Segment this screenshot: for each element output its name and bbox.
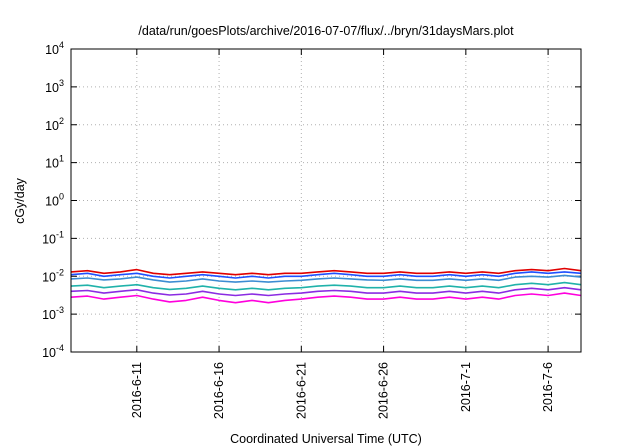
y-tick-base: 10 bbox=[42, 308, 56, 322]
x-tick-label: 2016-6-21 bbox=[294, 362, 308, 419]
y-tick-label: 101 bbox=[45, 154, 64, 171]
x-tick-labels: 2016-6-11 2016-6-16 2016-6-21 2016-6-26 2016… bbox=[130, 362, 555, 419]
series-group bbox=[70, 267, 582, 304]
y-tick-base: 10 bbox=[45, 195, 59, 209]
y-tick-exponent: 4 bbox=[59, 40, 64, 50]
y-tick-label: 103 bbox=[45, 78, 64, 95]
x-tick-label: 2016-6-16 bbox=[212, 362, 226, 419]
y-tick-base: 10 bbox=[42, 346, 56, 360]
series-line-5 bbox=[70, 286, 582, 297]
x-axis-label: Coordinated Universal Time (UTC) bbox=[230, 432, 422, 446]
y-tick-label: 10-3 bbox=[42, 305, 64, 322]
plot-frame bbox=[70, 48, 582, 353]
y-tick-exponent: 2 bbox=[59, 116, 64, 126]
y-tick-exponent: 0 bbox=[59, 192, 64, 202]
x-tick-label: 2016-6-11 bbox=[130, 362, 144, 418]
x-tick-label: 2016-7-6 bbox=[541, 362, 555, 412]
series-line-1 bbox=[70, 267, 582, 276]
series-line-3 bbox=[70, 274, 582, 283]
y-tick-label: 104 bbox=[45, 40, 64, 57]
y-tick-exponent: 1 bbox=[59, 154, 64, 164]
y-tick-label: 10-4 bbox=[42, 343, 64, 360]
y-tick-base: 10 bbox=[45, 119, 59, 133]
y-axis-label: cGy/day bbox=[13, 177, 27, 224]
y-tick-exponent: 3 bbox=[59, 78, 64, 88]
series-line-2 bbox=[70, 271, 582, 279]
x-tick-label: 2016-7-1 bbox=[459, 362, 473, 412]
y-tick-base: 10 bbox=[42, 270, 56, 284]
y-tick-base: 10 bbox=[45, 43, 59, 57]
y-tick-base: 10 bbox=[45, 157, 59, 171]
y-tick-exponent: -1 bbox=[56, 229, 64, 239]
y-tick-exponent: -4 bbox=[56, 343, 64, 353]
y-tick-exponent: -2 bbox=[56, 267, 64, 277]
series-line-6 bbox=[70, 292, 582, 304]
chart-title: /data/run/goesPlots/archive/2016-07-07/f… bbox=[138, 24, 514, 38]
y-tick-label: 10-1 bbox=[42, 229, 64, 246]
x-tick-label: 2016-6-26 bbox=[377, 362, 391, 419]
y-tick-base: 10 bbox=[45, 81, 59, 95]
y-tick-base: 10 bbox=[42, 232, 56, 246]
y-tick-label: 102 bbox=[45, 116, 64, 133]
grid bbox=[71, 48, 581, 353]
y-tick-exponent: -3 bbox=[56, 305, 64, 315]
series-line-4 bbox=[70, 281, 582, 291]
y-tick-label: 10-2 bbox=[42, 267, 64, 284]
y-tick-label: 100 bbox=[45, 192, 64, 209]
